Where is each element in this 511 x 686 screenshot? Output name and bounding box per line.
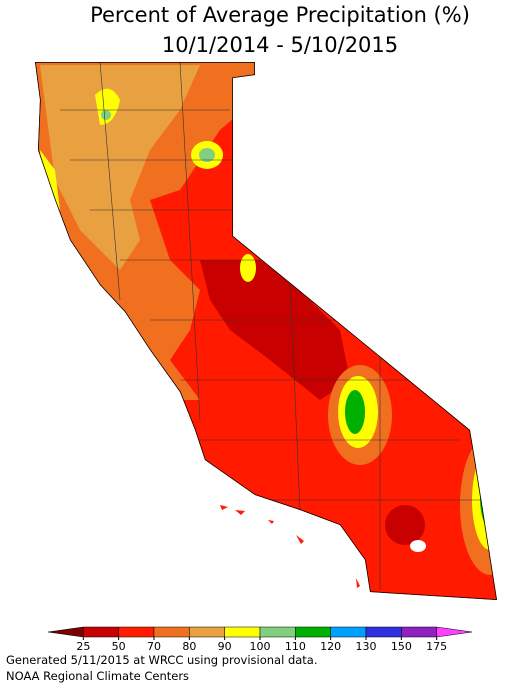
footer-line: Generated 5/11/2015 at WRCC using provis… <box>6 653 318 667</box>
legend-tick-label: 50 <box>112 640 126 653</box>
legend-swatch <box>153 626 190 638</box>
legend-swatch <box>259 626 296 638</box>
legend-tick-label: 175 <box>426 640 447 653</box>
legend-tick-label: 90 <box>218 640 232 653</box>
title-line: 10/1/2014 - 5/10/2015 <box>162 33 398 57</box>
legend-swatch <box>47 626 84 638</box>
legend-tick-label: 100 <box>250 640 271 653</box>
color-legend: 25 50 70 80 90 100 110 120 130 150 175 <box>47 626 473 653</box>
legend-swatch <box>189 626 225 638</box>
legend-tick-label: 120 <box>320 640 341 653</box>
legend-swatch <box>295 626 331 638</box>
legend-tick-label: 25 <box>76 640 90 653</box>
legend-swatch <box>224 626 261 638</box>
legend-swatch <box>330 626 367 638</box>
title-line: Percent of Average Precipitation (%) <box>90 3 470 27</box>
legend-tick-label: 150 <box>391 640 412 653</box>
legend-tick-label: 80 <box>182 640 196 653</box>
legend-swatch <box>365 626 402 638</box>
legend-tick-label: 70 <box>147 640 161 653</box>
legend-swatch <box>83 626 119 638</box>
legend-tick-label: 110 <box>285 640 306 653</box>
legend-swatch <box>436 626 473 638</box>
legend-tick-label: 130 <box>356 640 377 653</box>
legend-swatch <box>118 626 155 638</box>
footer-line: NOAA Regional Climate Centers <box>6 669 189 683</box>
legend-swatch <box>401 626 437 638</box>
precip-map <box>35 62 497 600</box>
